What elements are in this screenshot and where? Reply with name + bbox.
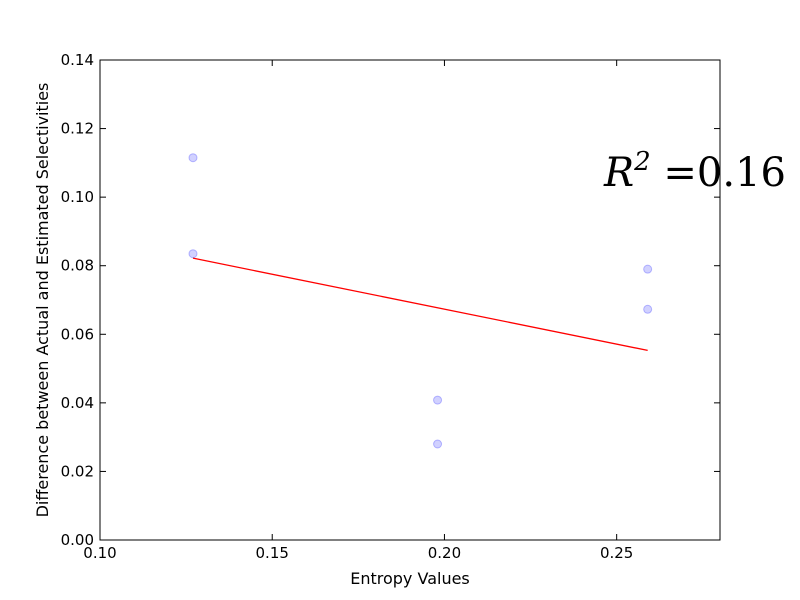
y-axis-label: Difference between Actual and Estimated … — [33, 83, 52, 518]
r-squared-prefix: R — [603, 150, 634, 196]
x-axis-label: Entropy Values — [350, 569, 470, 588]
y-tick-label: 0.02 — [61, 462, 94, 480]
r-squared-superscript: 2 — [633, 147, 651, 177]
y-tick-label: 0.12 — [61, 120, 94, 138]
plot-area — [99, 59, 721, 541]
axis-ticks — [99, 59, 720, 541]
x-tick-label: 0.25 — [600, 544, 633, 562]
x-tick-labels: 0.10 0.15 0.20 0.25 — [83, 544, 633, 562]
y-tick-labels: 0.00 0.02 0.04 0.06 0.08 0.10 0.12 0.14 — [61, 51, 94, 549]
y-tick-label: 0.06 — [61, 325, 94, 343]
scatter-point — [643, 304, 653, 314]
x-tick-label: 0.15 — [256, 544, 289, 562]
r-squared-annotation: R2 =0.16 — [603, 147, 786, 196]
y-tick-label: 0.08 — [61, 257, 94, 275]
y-tick-label: 0.10 — [61, 188, 94, 206]
data-points — [188, 153, 653, 449]
scatter-point — [643, 264, 653, 274]
scatter-point — [433, 439, 443, 449]
scatter-point — [433, 395, 443, 405]
fit-line-group — [192, 257, 648, 352]
x-tick-label: 0.20 — [428, 544, 461, 562]
y-tick-label: 0.14 — [61, 51, 94, 69]
plot-frame — [99, 59, 721, 541]
regression-line — [192, 257, 648, 352]
x-tick-label: 0.10 — [83, 544, 116, 562]
r-squared-value: =0.16 — [651, 150, 786, 196]
scatter-point — [188, 153, 198, 163]
scatter-point — [188, 249, 198, 259]
y-tick-label: 0.04 — [61, 394, 94, 412]
y-tick-label: 0.00 — [61, 531, 94, 549]
